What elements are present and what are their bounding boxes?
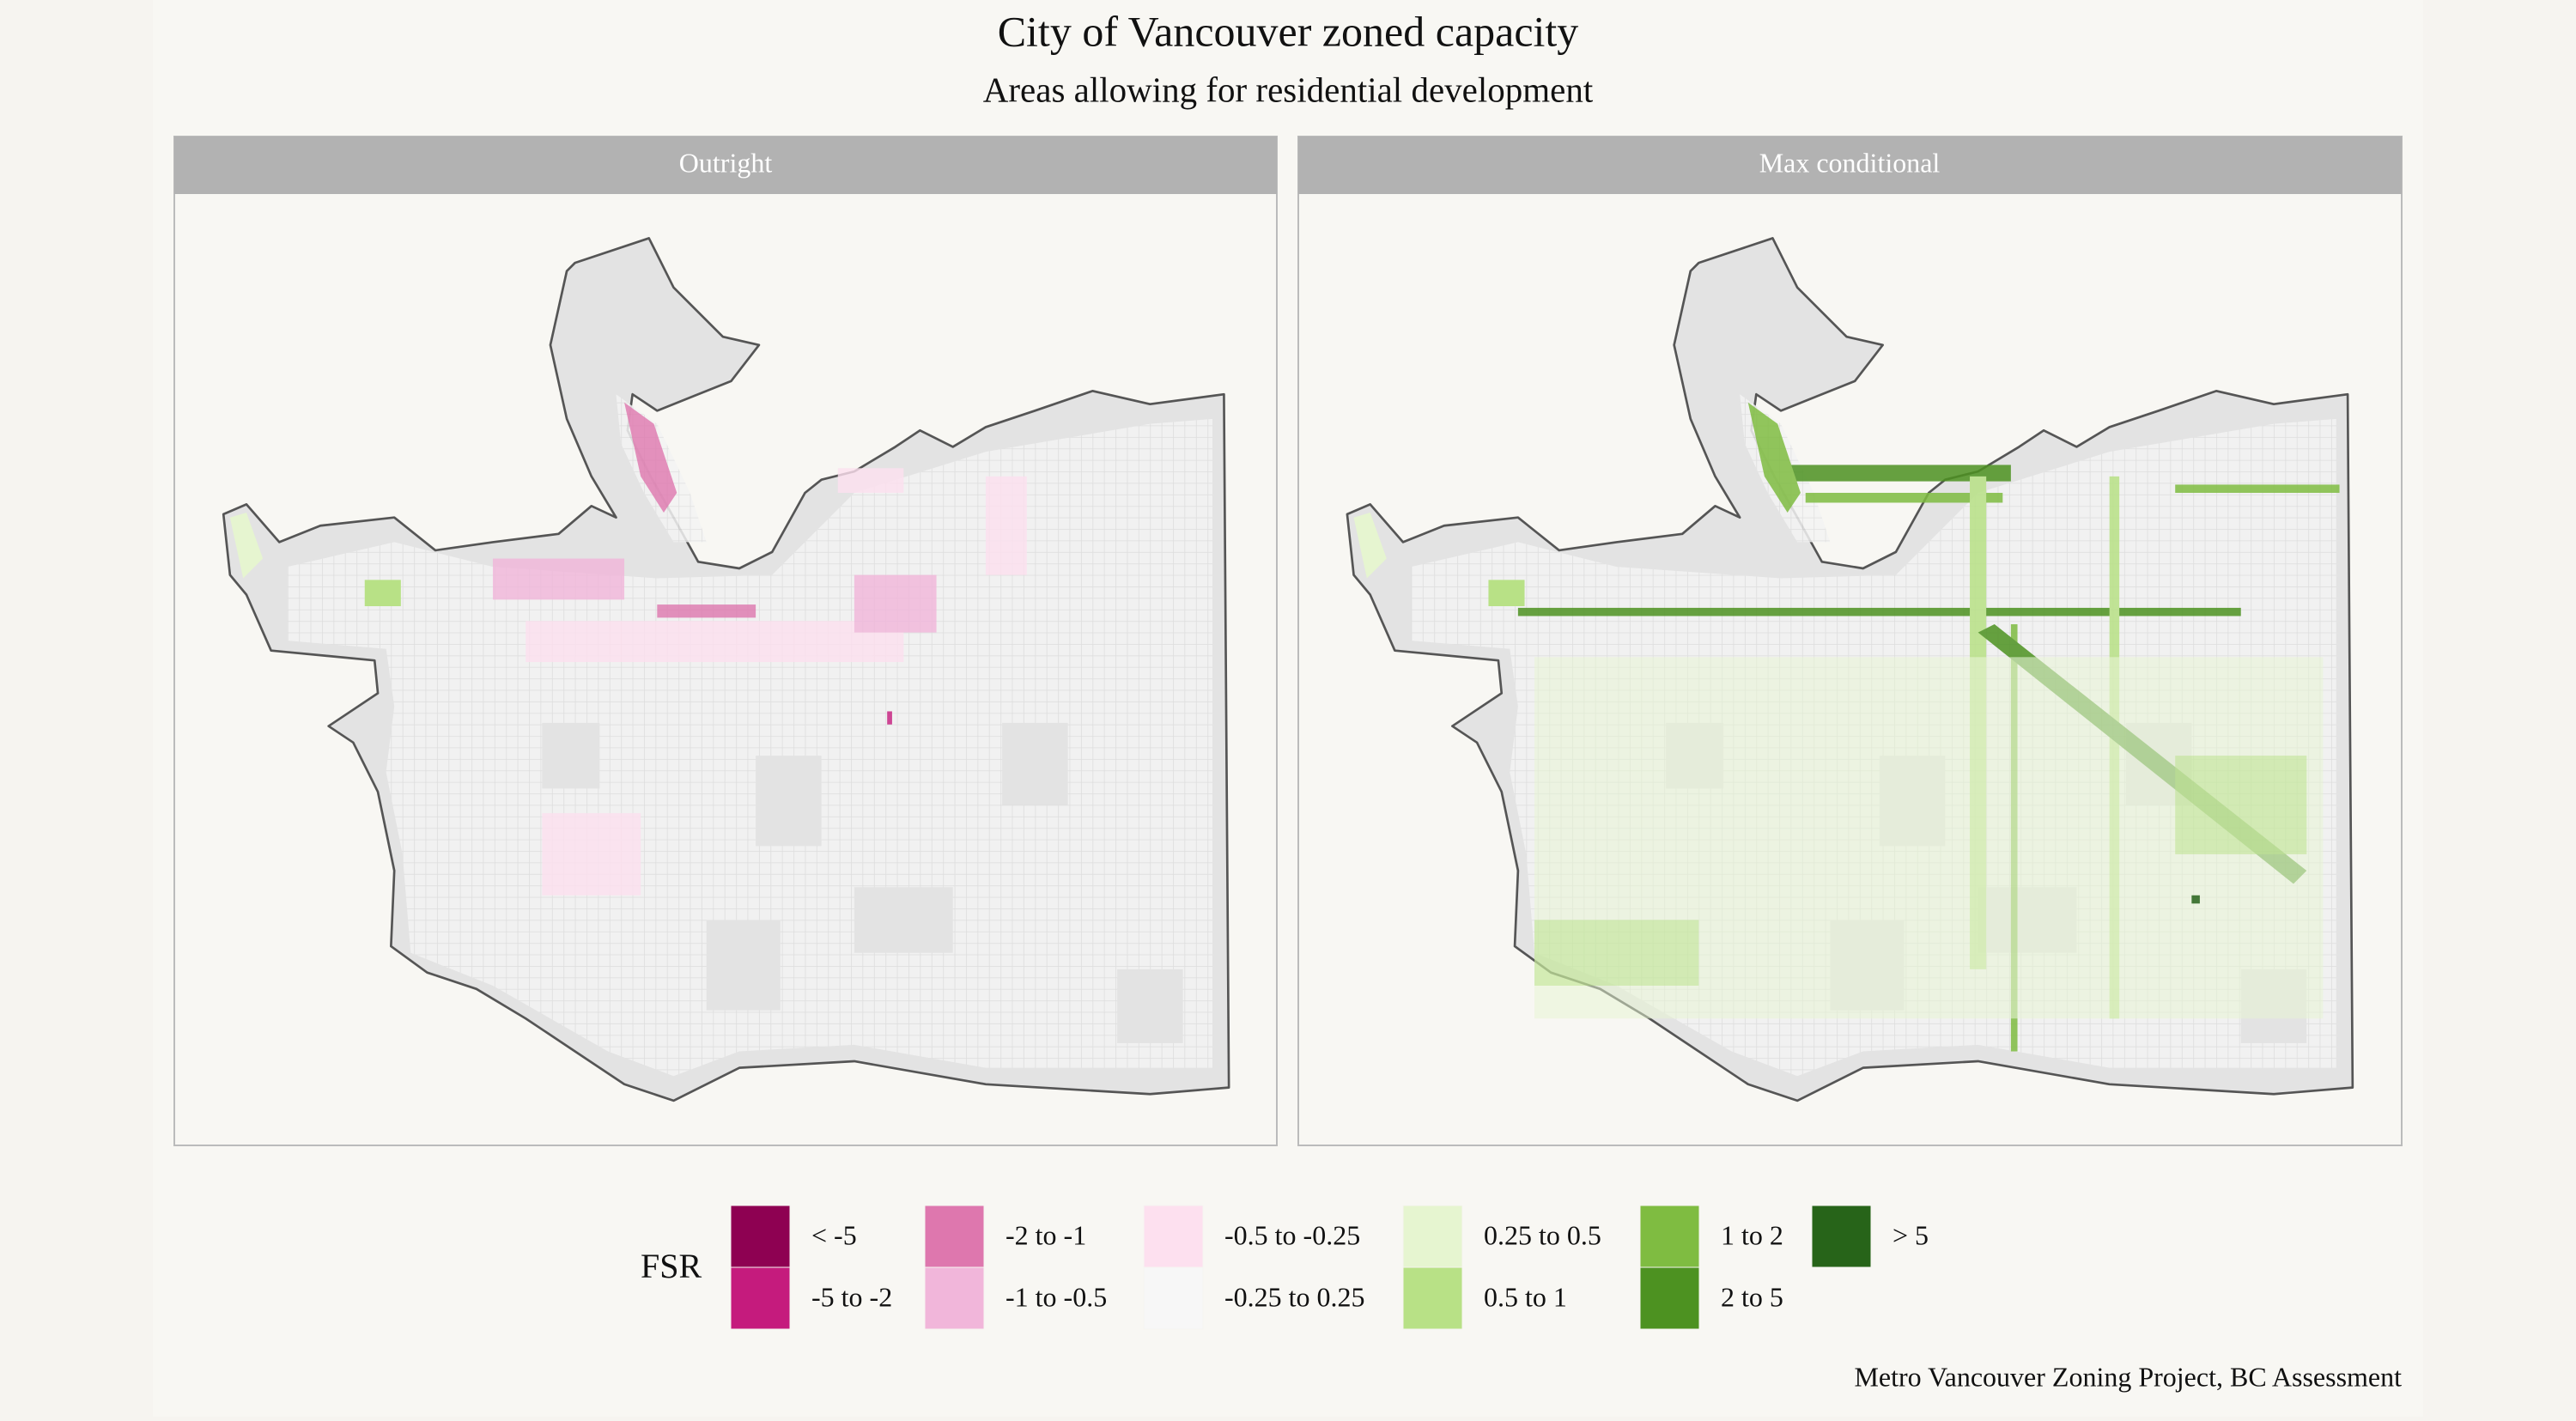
map <box>222 237 1230 1102</box>
legend-label: < -5 <box>811 1219 857 1250</box>
legend-label: 0.25 to 0.5 <box>1484 1219 1601 1250</box>
legend: < -5 -5 to -2 -2 to -1 -1 to -0.5 -0.5 to -0… <box>730 1205 1929 1330</box>
legend-swatch <box>730 1205 791 1268</box>
legend-label: > 5 <box>1893 1219 1929 1250</box>
panel-strip <box>1298 137 2402 194</box>
legend-swatch <box>1143 1266 1204 1330</box>
legend-swatch <box>1639 1205 1700 1268</box>
legend-swatch <box>1402 1205 1463 1268</box>
legend-swatch <box>924 1266 985 1330</box>
legend-swatch <box>1143 1205 1204 1268</box>
legend-label: -5 to -2 <box>811 1281 892 1312</box>
panel-strip <box>174 137 1277 194</box>
caption: Metro Vancouver Zoning Project, BC Asses… <box>1854 1361 2402 1392</box>
legend-swatch <box>1402 1266 1463 1330</box>
legend-swatch <box>1811 1205 1872 1268</box>
legend-title: FSR <box>641 1247 702 1285</box>
legend-swatch <box>730 1266 791 1330</box>
legend-label: -0.5 to -0.25 <box>1224 1219 1360 1250</box>
map <box>1346 237 2354 1102</box>
legend-label: 0.5 to 1 <box>1484 1281 1567 1312</box>
legend-label: 2 to 5 <box>1721 1281 1783 1312</box>
legend-label: -0.25 to 0.25 <box>1224 1281 1365 1312</box>
subtitle: Areas allowing for residential developme… <box>983 70 1594 109</box>
legend-swatch <box>1639 1266 1700 1330</box>
panel-label: Outright <box>679 147 773 178</box>
title: City of Vancouver zoned capacity <box>998 7 1579 55</box>
legend-label: -2 to -1 <box>1005 1219 1086 1250</box>
legend-label: -1 to -0.5 <box>1005 1281 1107 1312</box>
legend-swatch <box>924 1205 985 1268</box>
panel-label: Max conditional <box>1759 147 1941 178</box>
legend-label: 1 to 2 <box>1721 1219 1783 1250</box>
